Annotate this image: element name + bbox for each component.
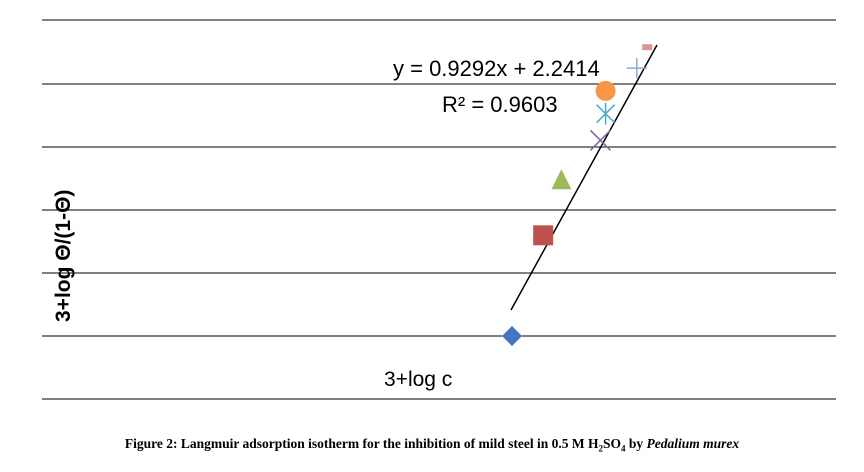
data-point-dash: [642, 44, 653, 51]
y-axis-label: 3+log Θ/(1-Θ): [52, 190, 75, 322]
x-axis-label: 3+log c: [384, 368, 452, 391]
data-point-square: [533, 225, 554, 246]
trendline-r-squared: R² = 0.9603: [442, 92, 558, 117]
data-point-triangle: [551, 169, 572, 190]
data-point-circle: [595, 80, 616, 101]
gridlines: [42, 19, 836, 400]
data-point-plus: [626, 58, 647, 79]
figure-caption: Figure 2: Langmuir adsorption isotherm f…: [124, 436, 740, 454]
trendline: [510, 44, 658, 311]
trendline-equation: y = 0.9292x + 2.2414: [393, 56, 600, 81]
data-point-asterisk: [596, 102, 616, 125]
chart-area: y = 0.9292x + 2.2414 R² = 0.9603 3+log c…: [42, 19, 836, 400]
data-markers: [502, 44, 653, 346]
data-point-x: [589, 129, 611, 151]
data-point-diamond: [502, 326, 522, 346]
